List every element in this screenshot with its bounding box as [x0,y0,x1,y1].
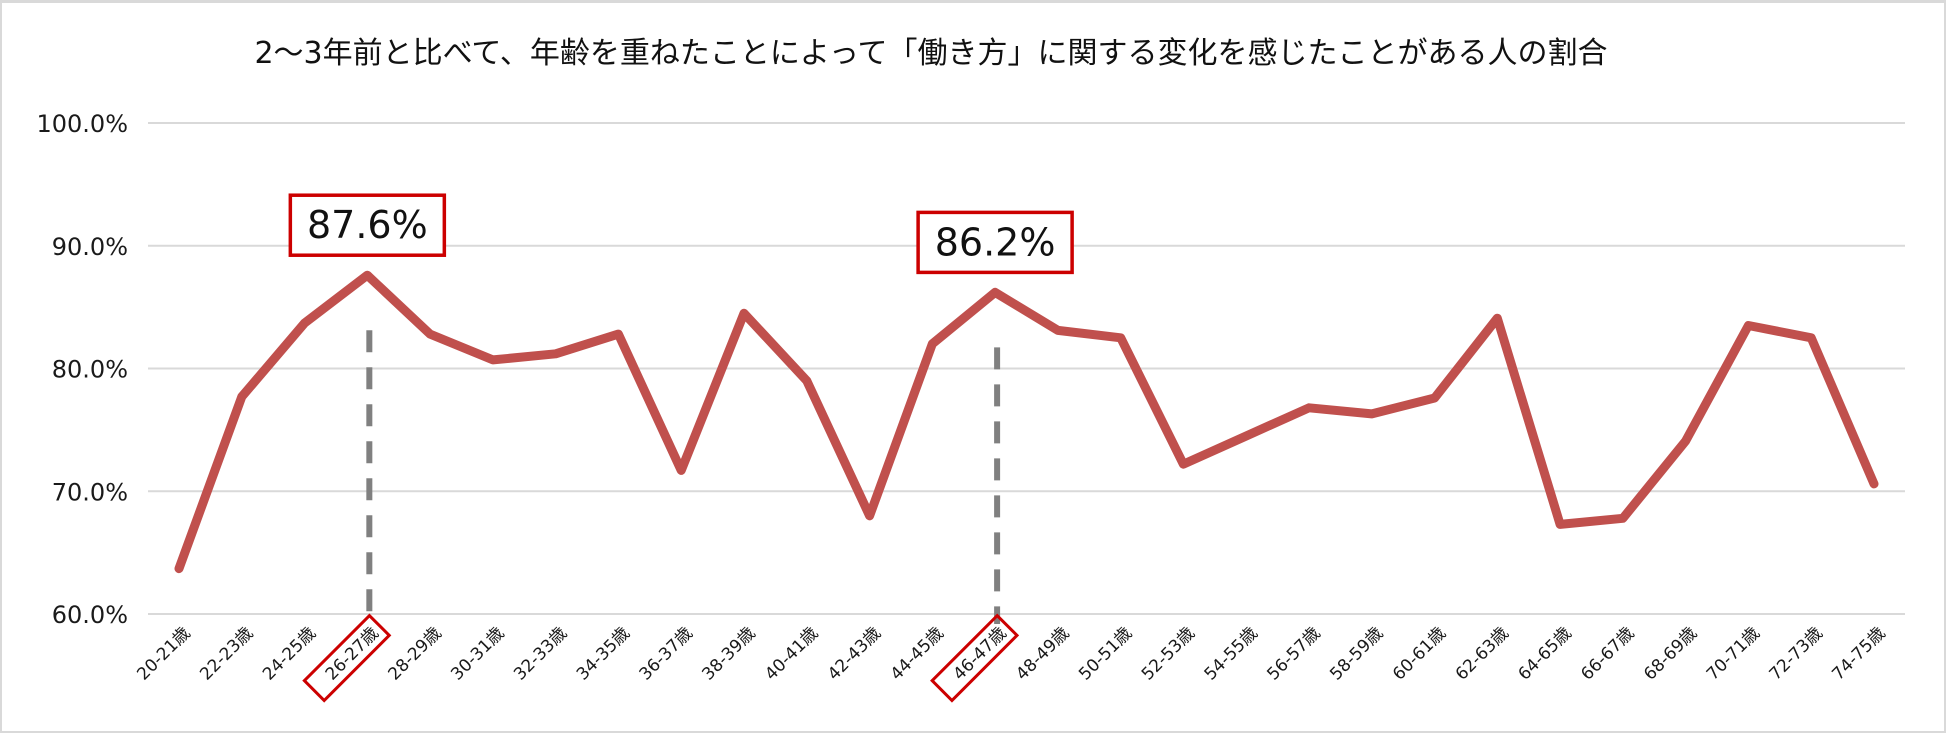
x-tick: 74-75歳 [1828,623,1889,684]
x-tick: 30-31歳 [447,623,508,684]
series-line [174,270,1879,574]
x-tick: 64-65歳 [1515,623,1576,684]
x-tick: 20-21歳 [133,623,194,684]
x-tick: 56-57歳 [1263,623,1324,684]
x-tick: 40-41歳 [761,623,822,684]
x-tick: 72-73歳 [1766,623,1827,684]
x-tick-label: 50-51歳 [1075,623,1136,684]
x-tick-label: 66-67歳 [1577,623,1638,684]
x-tick-label: 34-35歳 [573,623,634,684]
x-tick-highlight-box [930,613,1020,703]
value-callout: 87.6% [288,193,447,257]
x-tick-label: 74-75歳 [1828,623,1889,684]
x-tick-highlight-box [302,613,392,703]
callout-value: 87.6% [307,203,428,247]
value-callouts: 87.6% 86.2% [288,193,1074,275]
x-tick-label: 20-21歳 [133,623,194,684]
chart-title: 2～3年前と比べて、年齢を重ねたことによって「働き方」に関する変化を感じたことが… [254,36,1608,71]
x-tick-label: 40-41歳 [761,623,822,684]
y-tick-label: 100.0% [36,110,128,138]
x-tick: 26-27歳 [302,613,392,703]
y-tick-label: 70.0% [52,478,128,506]
callout-box [288,193,447,257]
x-tick-label: 54-55歳 [1201,623,1262,684]
x-axis-ticks: 20-21歳 22-23歳 24-25歳 26-27歳 28-29歳 30-31歳 32-3… [133,613,1890,703]
x-tick-label: 32-33歳 [510,623,571,684]
x-tick: 58-59歳 [1326,623,1387,684]
x-tick: 32-33歳 [510,623,571,684]
x-tick-label: 62-63歳 [1452,623,1513,684]
x-tick-label: 36-37歳 [636,623,697,684]
x-tick-label: 30-31歳 [447,623,508,684]
x-tick: 68-69歳 [1640,623,1701,684]
x-tick-label: 48-49歳 [1012,623,1073,684]
x-tick-label: 70-71歳 [1703,623,1764,684]
x-tick: 52-53歳 [1138,623,1199,684]
x-tick: 38-39歳 [698,623,759,684]
x-tick: 60-61歳 [1389,623,1450,684]
x-tick-label: 52-53歳 [1138,623,1199,684]
y-tick-label: 60.0% [52,601,128,629]
data-series-line [174,270,1879,574]
x-tick: 70-71歳 [1703,623,1764,684]
y-axis-ticks: 100.0% 90.0% 80.0% 70.0% 60.0% [36,110,128,629]
value-callout: 86.2% [916,210,1074,275]
x-tick: 34-35歳 [573,623,634,684]
x-tick-label: 60-61歳 [1389,623,1450,684]
x-tick: 66-67歳 [1577,623,1638,684]
x-tick-label: 64-65歳 [1515,623,1576,684]
callout-box [916,210,1074,275]
x-tick-label: 68-69歳 [1640,623,1701,684]
x-tick-label: 58-59歳 [1326,623,1387,684]
x-tick: 54-55歳 [1201,623,1262,684]
x-tick-label: 56-57歳 [1263,623,1324,684]
x-tick-label: 72-73歳 [1766,623,1827,684]
x-tick-label: 42-43歳 [824,623,885,684]
x-tick: 22-23歳 [196,623,257,684]
x-tick: 48-49歳 [1012,623,1073,684]
y-tick-label: 80.0% [52,356,128,384]
x-tick-label: 38-39歳 [698,623,759,684]
x-tick: 62-63歳 [1452,623,1513,684]
x-tick: 36-37歳 [636,623,697,684]
highlight-dashed-lines [366,330,1001,624]
x-tick-label: 22-23歳 [196,623,257,684]
x-tick-label: 28-29歳 [385,623,446,684]
x-tick: 42-43歳 [824,623,885,684]
x-tick: 46-47歳 [930,613,1020,703]
x-tick: 50-51歳 [1075,623,1136,684]
x-tick: 28-29歳 [385,623,446,684]
callout-value: 86.2% [935,220,1056,264]
y-tick-label: 90.0% [52,233,128,261]
